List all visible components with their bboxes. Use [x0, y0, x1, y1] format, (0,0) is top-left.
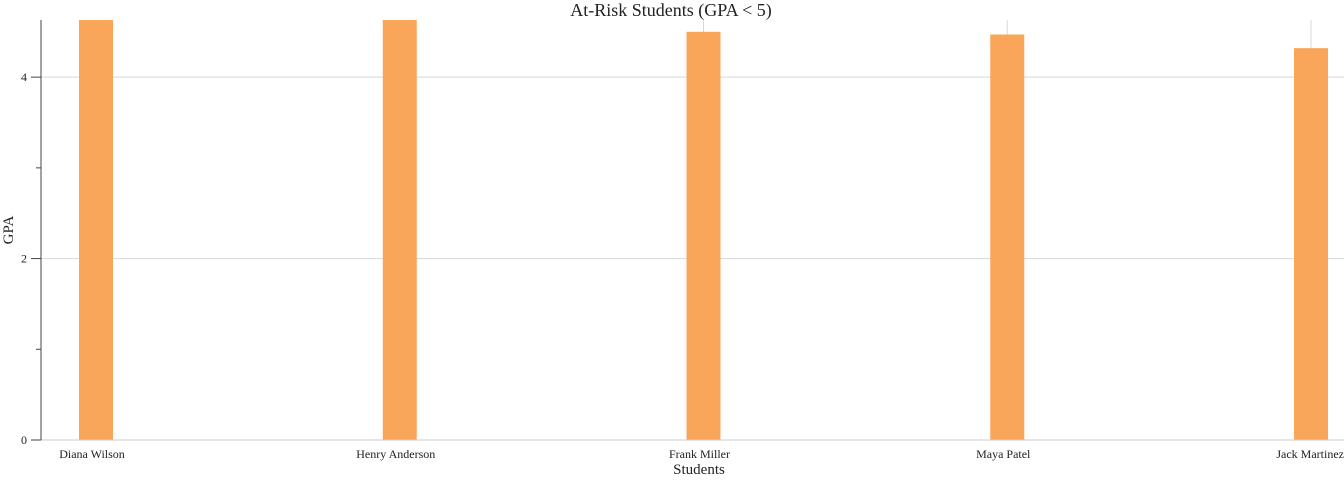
bar	[990, 34, 1025, 440]
x-ticks: Diana Wilson Henry Anderson Frank Miller Ma…	[59, 447, 1344, 461]
y-tick-label: 0	[21, 433, 27, 447]
y-tick-label: 2	[21, 252, 27, 266]
x-axis-label: Students	[673, 462, 725, 478]
x-tick-label: Henry Anderson	[356, 447, 435, 461]
x-tick-label: Maya Patel	[976, 447, 1031, 461]
x-tick-label: Jack Martinez	[1276, 447, 1344, 461]
bar	[1294, 48, 1328, 441]
bar	[382, 20, 417, 440]
y-ticks: 0 2 4	[21, 70, 41, 447]
chart-title: At-Risk Students (GPA < 5)	[570, 0, 772, 21]
y-tick-label: 4	[21, 70, 27, 84]
bar	[686, 31, 721, 440]
y-axis-label: GPA	[1, 216, 17, 245]
x-tick-label: Diana Wilson	[59, 447, 125, 461]
x-tick-label: Frank Miller	[669, 447, 730, 461]
bars	[79, 20, 1328, 441]
bar	[79, 20, 113, 440]
